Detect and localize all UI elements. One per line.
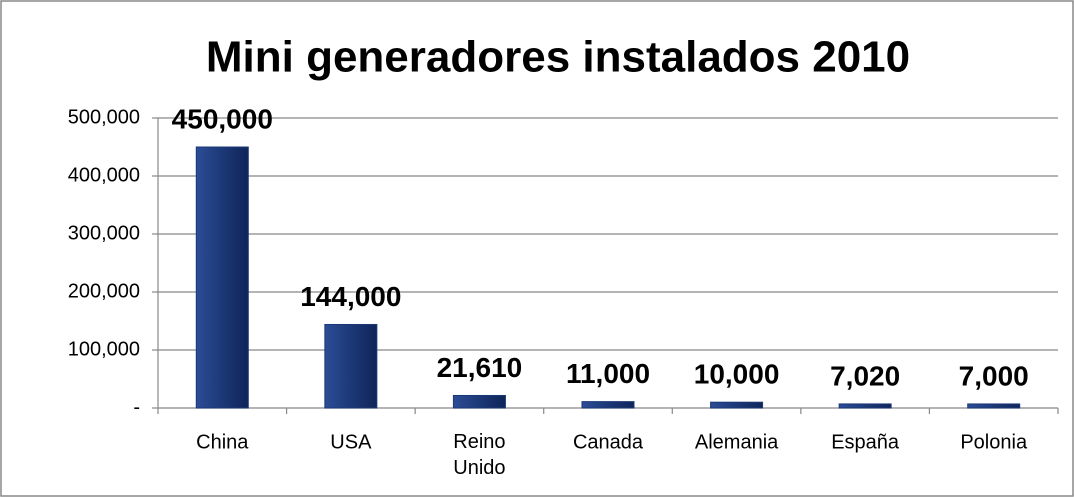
x-tick-label: Canada xyxy=(573,431,644,453)
x-tick-label: España xyxy=(831,431,900,453)
data-label: 7,000 xyxy=(959,360,1029,391)
data-label: 450,000 xyxy=(172,103,273,134)
x-tick-label: Alemania xyxy=(695,431,779,453)
x-tick-label: Polonia xyxy=(960,431,1028,453)
data-label: 11,000 xyxy=(566,358,650,389)
bar xyxy=(838,403,892,409)
y-tick-label: 300,000 xyxy=(68,222,140,244)
y-tick-label: 200,000 xyxy=(68,280,140,302)
bar xyxy=(967,403,1021,409)
bar xyxy=(581,401,635,409)
y-tick-label: - xyxy=(133,396,140,418)
y-tick-label: 400,000 xyxy=(68,164,140,186)
data-label: 10,000 xyxy=(694,359,780,390)
y-tick-label: 500,000 xyxy=(68,106,140,128)
chart-title: Mini generadores instalados 2010 xyxy=(206,33,910,82)
data-label: 21,610 xyxy=(437,352,523,383)
bar xyxy=(710,401,764,409)
bar xyxy=(452,394,506,409)
data-label: 144,000 xyxy=(300,281,401,312)
data-label: 7,020 xyxy=(830,360,900,391)
y-tick-label: 100,000 xyxy=(68,338,140,360)
x-tick-label: Reino Unido xyxy=(453,431,505,479)
x-tick-label: China xyxy=(196,431,249,453)
bar xyxy=(324,323,378,409)
bar xyxy=(195,146,249,409)
x-tick-label: USA xyxy=(330,431,372,453)
